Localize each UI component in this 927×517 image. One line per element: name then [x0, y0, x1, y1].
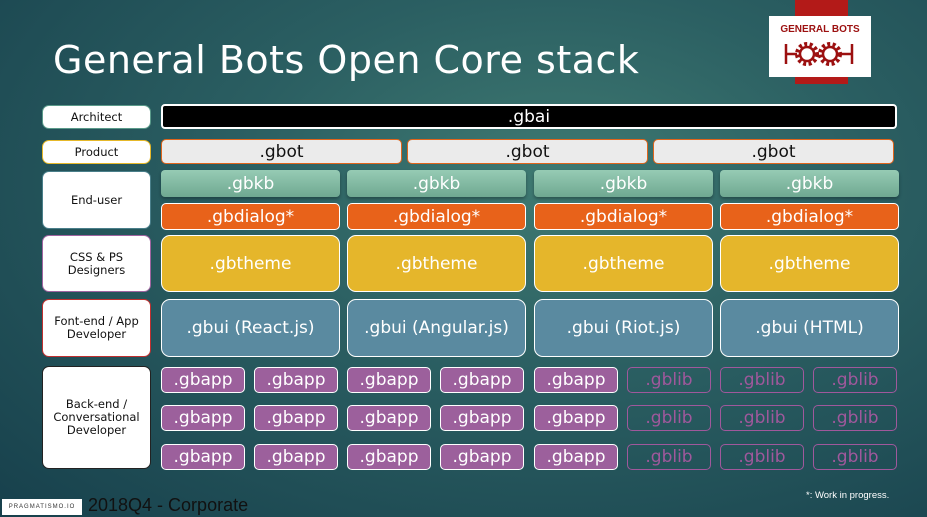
gbkb-block: .gbkb [534, 170, 713, 197]
role-label: End-user [42, 171, 151, 229]
gbtheme-block: .gbtheme [534, 235, 713, 292]
gbapp-block: .gbapp [534, 444, 618, 470]
gbui-block: .gbui (React.js) [161, 299, 340, 357]
gbai-block: .gbai [161, 104, 897, 129]
gbapp-block: .gbapp [161, 367, 245, 393]
gbkb-block: .gbkb [720, 170, 899, 197]
gbapp-block: .gbapp [440, 405, 524, 431]
role-label: Architect [42, 105, 151, 129]
gblib-block: .gblib [627, 444, 711, 470]
gbtheme-block: .gbtheme [347, 235, 526, 292]
role-label: CSS & PS Designers [42, 235, 151, 292]
gblib-block: .gblib [720, 405, 804, 431]
gbapp-block: .gbapp [347, 444, 431, 470]
gbapp-block: .gbapp [347, 367, 431, 393]
gbapp-block: .gbapp [440, 367, 524, 393]
gbapp-block: .gbapp [440, 444, 524, 470]
footnote: *: Work in progress. [806, 490, 890, 501]
gbot-block: .gbot [407, 139, 648, 164]
role-label: Font-end / App Developer [42, 299, 151, 357]
gblib-block: .gblib [720, 444, 804, 470]
general-bots-logo: GENERAL BOTS [769, 16, 871, 77]
gbot-block: .gbot [161, 139, 402, 164]
gbdialog-block: .gbdialog* [720, 203, 899, 230]
footer-text: 2018Q4 - Corporate [88, 495, 249, 515]
gbapp-block: .gbapp [161, 405, 245, 431]
gbot-block: .gbot [653, 139, 894, 164]
gblib-block: .gblib [627, 367, 711, 393]
gblib-block: .gblib [813, 444, 897, 470]
gbapp-block: .gbapp [534, 367, 618, 393]
gbdialog-block: .gbdialog* [534, 203, 713, 230]
gblib-block: .gblib [813, 367, 897, 393]
pragmatismo-logo: PRAGMATISMO.IO [2, 499, 82, 515]
role-label: Back-end / Conversational Developer [42, 366, 151, 469]
gbkb-block: .gbkb [161, 170, 340, 197]
gbapp-block: .gbapp [254, 444, 338, 470]
gbui-block: .gbui (Angular.js) [347, 299, 526, 357]
gbkb-block: .gbkb [347, 170, 526, 197]
role-label: Product [42, 140, 151, 164]
gbapp-block: .gbapp [347, 405, 431, 431]
gbapp-block: .gbapp [254, 405, 338, 431]
slide-title: General Bots Open Core stack [53, 38, 640, 82]
gbapp-block: .gbapp [534, 405, 618, 431]
gbapp-block: .gbapp [161, 444, 245, 470]
gblib-block: .gblib [627, 405, 711, 431]
logo-text: GENERAL BOTS [780, 24, 860, 35]
gbui-block: .gbui (HTML) [720, 299, 899, 357]
gbapp-block: .gbapp [254, 367, 338, 393]
gblib-block: .gblib [720, 367, 804, 393]
gbui-block: .gbui (Riot.js) [534, 299, 713, 357]
gblib-block: .gblib [813, 405, 897, 431]
gbdialog-block: .gbdialog* [161, 203, 340, 230]
gbdialog-block: .gbdialog* [347, 203, 526, 230]
gbtheme-block: .gbtheme [720, 235, 899, 292]
gears-icon [784, 42, 854, 66]
gbtheme-block: .gbtheme [161, 235, 340, 292]
